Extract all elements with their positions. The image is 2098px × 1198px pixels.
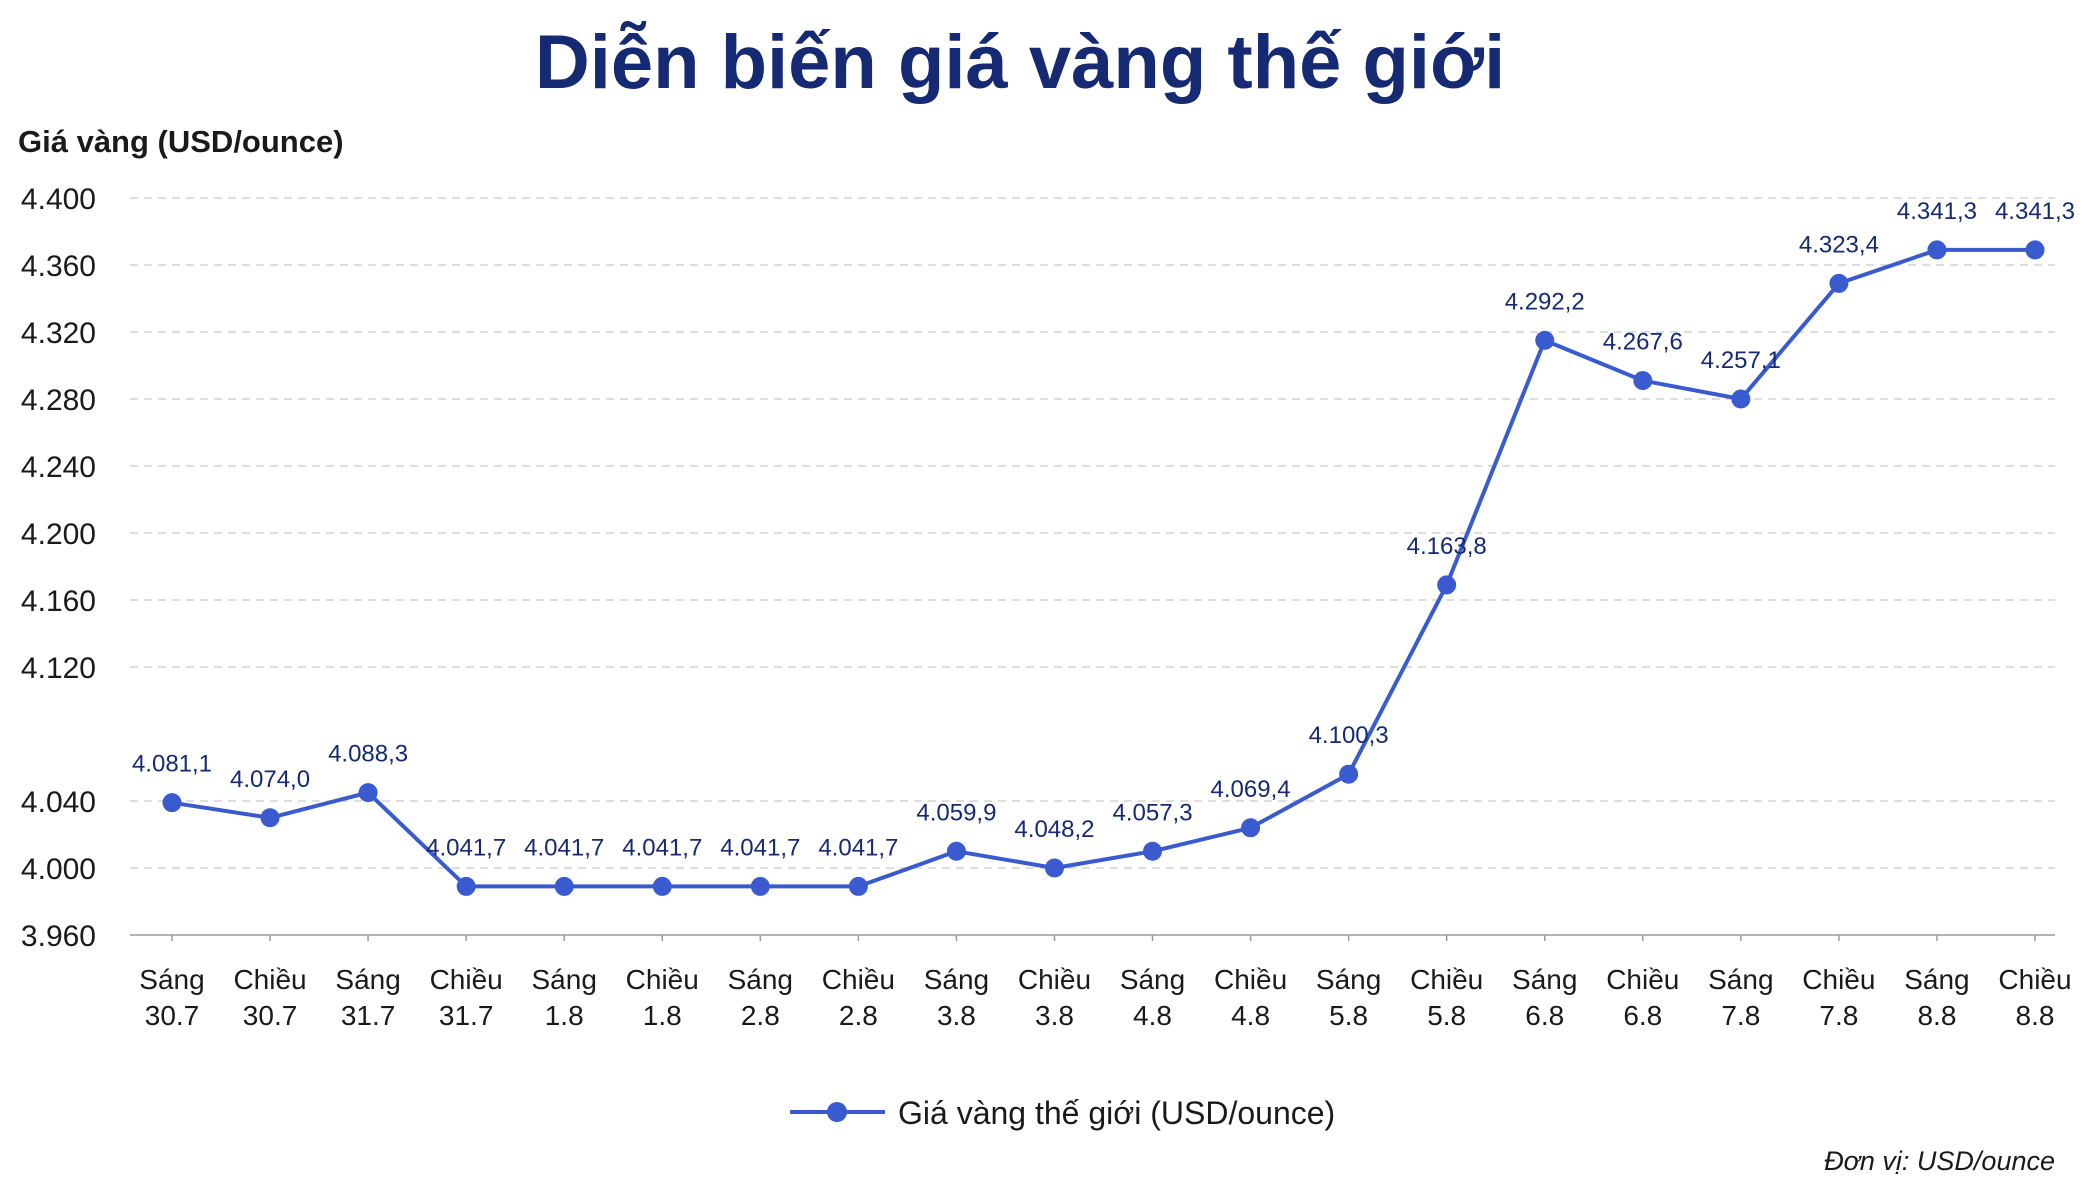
data-point (848, 876, 868, 896)
data-label: 4.057,3 (1112, 799, 1192, 826)
x-tick-label: Chiều 5.8 (1410, 964, 1483, 1031)
data-label: 4.041,7 (720, 834, 800, 861)
legend-marker (827, 1102, 847, 1122)
x-tick-label: Chiều 6.8 (1606, 964, 1679, 1031)
y-tick-label: 4.200 (21, 518, 96, 551)
x-tick-label: Chiều 2.8 (822, 964, 895, 1031)
x-tick-label: Sáng 2.8 (728, 964, 793, 1031)
x-tick-label: Sáng 30.7 (139, 964, 204, 1031)
data-label: 4.341,3 (1995, 198, 2075, 225)
y-tick-label: 4.320 (21, 317, 96, 350)
series-line (171, 247, 2035, 889)
data-point (1437, 575, 1457, 595)
legend: Giá vàng thế giới (USD/ounce) (790, 1095, 1335, 1131)
y-tick-label: 4.360 (21, 250, 96, 283)
data-point (750, 876, 770, 896)
y-tick-label: 4.400 (21, 183, 96, 216)
x-tick-label: Chiều 8.8 (1998, 964, 2071, 1031)
x-tick-label: Sáng 5.8 (1316, 964, 1381, 1031)
data-point (1044, 858, 1064, 878)
data-point (456, 876, 476, 896)
data-point (358, 783, 378, 803)
data-label: 4.088,3 (328, 741, 408, 768)
data-point (1633, 371, 1653, 391)
data-label: 4.059,9 (916, 799, 996, 826)
grid (130, 197, 2055, 869)
x-tick-label: Chiều 4.8 (1214, 964, 1287, 1031)
data-label: 4.041,7 (524, 834, 604, 861)
x-tick-label: Sáng 31.7 (335, 964, 400, 1031)
data-point (1535, 330, 1555, 350)
data-point (652, 876, 672, 896)
x-tick-label: Chiều 1.8 (626, 964, 699, 1031)
y-axis-label: Giá vàng (USD/ounce) (18, 124, 344, 159)
y-axis-ticks: 4.400 4.360 4.320 4.280 4.240 4.200 4.160 4.120… (21, 183, 96, 953)
x-tick-label: Sáng 4.8 (1120, 964, 1185, 1031)
y-tick-label: 4.240 (21, 451, 96, 484)
data-label: 4.267,6 (1603, 329, 1683, 356)
x-tick-label: Chiều 7.8 (1802, 964, 1875, 1031)
x-tick-label: Chiều 30.7 (233, 964, 306, 1031)
x-tick-label: Sáng 3.8 (924, 964, 989, 1031)
data-point (260, 808, 280, 828)
x-tick-label: Sáng 8.8 (1904, 964, 1969, 1031)
data-label: 4.100,3 (1309, 722, 1389, 749)
data-point (162, 793, 182, 813)
data-label: 4.257,1 (1701, 347, 1781, 374)
x-tick-label: Chiều 3.8 (1018, 964, 1091, 1031)
data-label: 4.074,0 (230, 766, 310, 793)
y-tick-label: 4.040 (21, 786, 96, 819)
x-tick-label: Sáng 1.8 (532, 964, 597, 1031)
y-tick-label: 3.960 (21, 920, 96, 953)
y-tick-label: 4.120 (21, 652, 96, 685)
data-label: 4.081,1 (132, 751, 212, 778)
x-axis-ticks: Sáng 30.7 Chiều 30.7 Sáng 31.7 Chiều 31.7 Sáng 1.… (139, 935, 2072, 1031)
data-point (946, 841, 966, 861)
data-label: 4.048,2 (1014, 816, 1094, 843)
x-tick-label: Chiều 31.7 (430, 964, 503, 1031)
data-point (1927, 240, 1947, 260)
data-point (1241, 818, 1261, 838)
y-tick-label: 4.160 (21, 585, 96, 618)
data-label: 4.041,7 (622, 834, 702, 861)
data-label: 4.041,7 (818, 834, 898, 861)
data-label: 4.163,8 (1407, 533, 1487, 560)
data-label: 4.292,2 (1505, 288, 1585, 315)
data-point (1143, 841, 1163, 861)
y-tick-label: 4.000 (21, 853, 96, 886)
data-point (2025, 240, 2045, 260)
data-points (162, 240, 2045, 896)
unit-note: Đơn vị: USD/ounce (1824, 1146, 2055, 1176)
data-point (554, 876, 574, 896)
chart-title: Diễn biến giá vàng thế giới (535, 20, 1505, 105)
x-tick-label: Sáng 6.8 (1512, 964, 1577, 1031)
data-point (1731, 389, 1751, 409)
data-point (1829, 273, 1849, 293)
data-label: 4.041,7 (426, 834, 506, 861)
x-tick-label: Sáng 7.8 (1708, 964, 1773, 1031)
data-label: 4.341,3 (1897, 198, 1977, 225)
data-label: 4.323,4 (1799, 231, 1879, 258)
data-point (1339, 764, 1359, 784)
data-labels: 4.081,1 4.074,0 4.088,3 4.041,7 4.041,7 4.041… (132, 198, 2075, 861)
data-label: 4.069,4 (1211, 776, 1291, 803)
legend-label: Giá vàng thế giới (USD/ounce) (898, 1095, 1335, 1131)
y-tick-label: 4.280 (21, 384, 96, 417)
